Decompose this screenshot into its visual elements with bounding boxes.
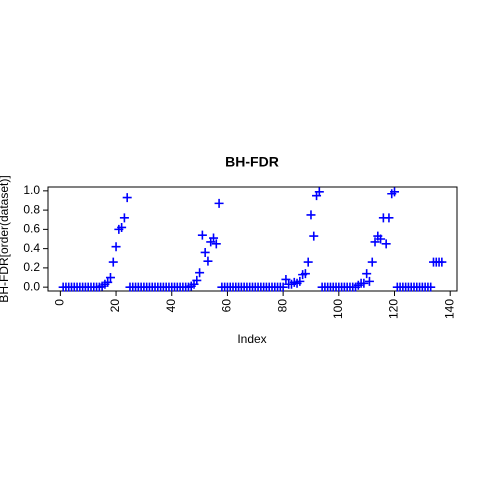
x-axis-label: Index — [237, 332, 266, 346]
point — [209, 233, 219, 243]
point — [376, 234, 386, 244]
y-tick-label: 0.4 — [23, 241, 40, 255]
point — [214, 198, 224, 208]
point — [119, 213, 129, 223]
y-tick-label: 1.0 — [23, 183, 40, 197]
point — [197, 230, 207, 240]
point — [362, 269, 372, 279]
point — [200, 247, 210, 257]
x-tick-label: 0 — [53, 299, 67, 306]
point — [111, 242, 121, 252]
y-tick-label: 0.6 — [23, 222, 40, 236]
point — [314, 187, 324, 197]
point — [108, 257, 118, 267]
x-tick-label: 40 — [164, 299, 178, 313]
point — [426, 282, 436, 292]
point — [281, 274, 291, 284]
point — [203, 256, 213, 266]
point — [306, 210, 316, 220]
point — [381, 239, 391, 249]
point — [295, 276, 305, 286]
x-tick-label: 100 — [331, 299, 345, 319]
point — [278, 282, 288, 292]
y-axis-label: BH-FDR[order(dataset)] — [0, 175, 11, 302]
point — [309, 231, 319, 241]
point — [359, 278, 369, 288]
x-tick-label: 80 — [275, 299, 289, 313]
point — [390, 187, 400, 197]
point — [211, 239, 221, 249]
chart-title: BH-FDR — [225, 154, 279, 170]
x-tick-label: 120 — [387, 299, 401, 319]
x-tick-label: 60 — [220, 299, 234, 313]
point — [384, 213, 394, 223]
point — [300, 269, 310, 279]
point — [192, 275, 202, 285]
point — [105, 273, 115, 283]
point — [367, 257, 377, 267]
point — [103, 277, 113, 287]
point — [303, 257, 313, 267]
x-tick-label: 140 — [442, 299, 456, 319]
x-tick-label: 20 — [108, 299, 122, 313]
point — [370, 237, 380, 247]
y-tick-label: 0.2 — [23, 260, 40, 274]
point — [117, 222, 127, 232]
point — [364, 276, 374, 286]
y-tick-label: 0.8 — [23, 202, 40, 216]
y-tick-label: 0.0 — [23, 279, 40, 293]
point — [195, 268, 205, 278]
point — [122, 193, 132, 203]
point — [437, 257, 447, 267]
